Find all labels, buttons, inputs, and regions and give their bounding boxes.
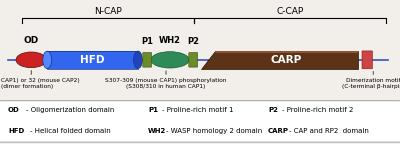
FancyBboxPatch shape bbox=[189, 53, 198, 67]
Text: - Oligomerization domain: - Oligomerization domain bbox=[26, 107, 114, 113]
FancyBboxPatch shape bbox=[143, 53, 152, 67]
FancyBboxPatch shape bbox=[0, 101, 400, 142]
Polygon shape bbox=[201, 51, 358, 69]
Ellipse shape bbox=[134, 51, 142, 69]
Ellipse shape bbox=[151, 52, 189, 68]
Ellipse shape bbox=[43, 51, 52, 69]
Text: - WASP homology 2 domain: - WASP homology 2 domain bbox=[166, 128, 262, 134]
Text: HFD: HFD bbox=[80, 55, 105, 65]
Text: C29 (rat CAP1) or 32 (mouse CAP2)
(dimer formation): C29 (rat CAP1) or 32 (mouse CAP2) (dimer… bbox=[0, 78, 80, 89]
FancyBboxPatch shape bbox=[362, 51, 372, 69]
Text: WH2: WH2 bbox=[159, 36, 181, 45]
Text: - Proline-rich motif 1: - Proline-rich motif 1 bbox=[162, 107, 234, 113]
Text: Dimerization motif
(C-terminal β-hairpin): Dimerization motif (C-terminal β-hairpin… bbox=[342, 78, 400, 89]
Text: CARP: CARP bbox=[268, 128, 289, 134]
Ellipse shape bbox=[16, 52, 46, 68]
Text: - Helical folded domain: - Helical folded domain bbox=[30, 128, 111, 134]
Text: P2: P2 bbox=[268, 107, 278, 113]
Bar bbox=[47, 51, 138, 69]
Text: - Proline-rich motif 2: - Proline-rich motif 2 bbox=[282, 107, 353, 113]
Text: CARP: CARP bbox=[271, 55, 302, 65]
Text: OD: OD bbox=[24, 36, 39, 46]
Text: P2: P2 bbox=[187, 37, 199, 46]
Text: P1: P1 bbox=[148, 107, 158, 113]
Polygon shape bbox=[215, 51, 358, 53]
Text: - CAP and RP2  domain: - CAP and RP2 domain bbox=[289, 128, 369, 134]
Text: P1: P1 bbox=[141, 37, 153, 46]
Text: HFD: HFD bbox=[8, 128, 24, 134]
Text: WH2: WH2 bbox=[148, 128, 166, 134]
Text: S307-309 (mouse CAP1) phosphorylation
(S308/310 in human CAP1): S307-309 (mouse CAP1) phosphorylation (S… bbox=[105, 78, 227, 89]
Text: OD: OD bbox=[8, 107, 20, 113]
Text: N-CAP: N-CAP bbox=[94, 7, 122, 16]
Text: C-CAP: C-CAP bbox=[276, 7, 304, 16]
